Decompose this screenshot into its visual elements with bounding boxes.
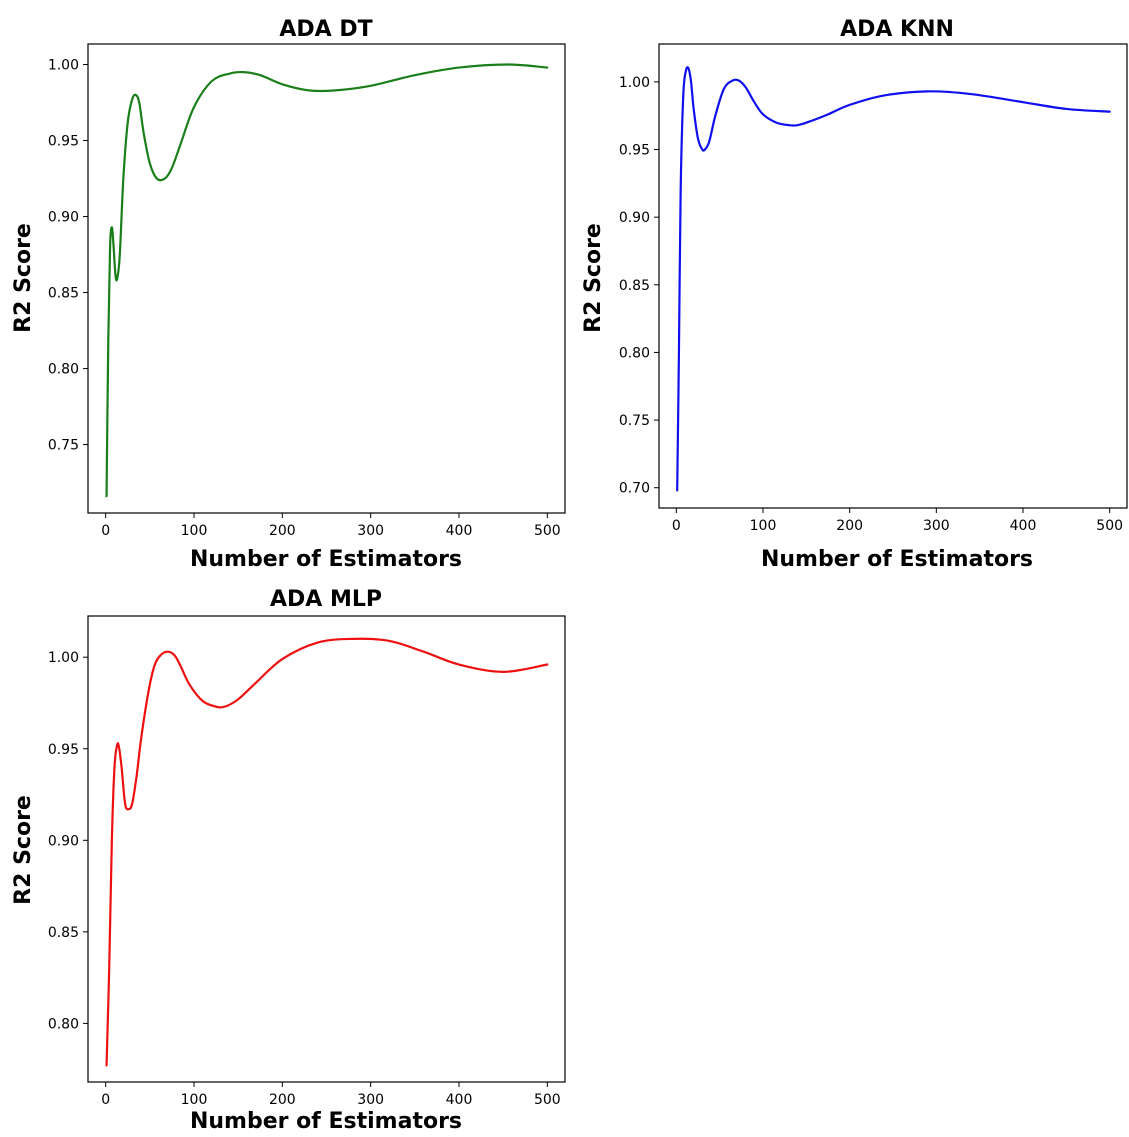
- y-axis-label: R2 Score: [11, 795, 36, 905]
- series-line: [105, 637, 549, 1067]
- y-tick-label: 0.80: [619, 345, 650, 361]
- x-axis-label: Number of Estimators: [761, 547, 1033, 572]
- chart-title: ADA KNN: [840, 17, 954, 42]
- x-tick-label: 100: [181, 1092, 208, 1108]
- x-tick-label: 100: [750, 518, 777, 534]
- x-tick-label: 300: [357, 1092, 384, 1108]
- x-tick-label: 500: [534, 523, 561, 539]
- chart-ada-knn: ADA KNN 0 100 200 300 400 500 0.70 0.75 0.80 0.85…: [570, 0, 1129, 580]
- chart-title: ADA MLP: [270, 587, 382, 612]
- x-tick-label: 400: [1010, 518, 1037, 534]
- x-tick-label: 300: [357, 523, 384, 539]
- x-axis-label: Number of Estimators: [190, 1109, 462, 1134]
- y-tick-label: 0.75: [48, 438, 79, 454]
- chart-ada-knn-svg: ADA KNN 0 100 200 300 400 500 0.70 0.75 0.80 0.85…: [581, 17, 1128, 572]
- x-tick-label: 200: [269, 1092, 296, 1108]
- y-tick-label: 0.85: [48, 925, 79, 941]
- plot-area: 0 100 200 300 400 500 0.75 0.80 0.85 0.90 0.95 1.00: [48, 43, 566, 539]
- x-tick-label: 500: [534, 1092, 561, 1108]
- y-tick-label: 0.95: [48, 742, 79, 758]
- x-tick-label: 0: [101, 1092, 110, 1108]
- y-tick-label: 0.95: [48, 134, 79, 150]
- plot-frame: [658, 43, 1128, 509]
- x-tick-label: 500: [1096, 518, 1123, 534]
- x-axis-label: Number of Estimators: [190, 547, 462, 572]
- x-tick-label: 300: [923, 518, 950, 534]
- y-tick-label: 1.00: [48, 650, 79, 666]
- y-tick-label: 0.75: [619, 413, 650, 429]
- series-line: [676, 66, 1111, 492]
- y-tick-label: 0.80: [48, 362, 79, 378]
- y-tick-label: 0.90: [48, 210, 79, 226]
- y-tick-label: 0.70: [619, 481, 650, 497]
- x-tick-label: 0: [672, 518, 681, 534]
- chart-ada-dt: ADA DT 0 100 200 300 400 500 0.75 0.80 0.85 0.90 0…: [0, 0, 570, 580]
- y-tick-label: 1.00: [619, 75, 650, 91]
- x-tick-label: 100: [181, 523, 208, 539]
- x-tick-label: 400: [446, 523, 473, 539]
- x-tick-label: 200: [269, 523, 296, 539]
- plot-frame: [87, 615, 566, 1083]
- x-tick-label: 400: [446, 1092, 473, 1108]
- plot-area: 0 100 200 300 400 500 0.80 0.85 0.90 0.95 1.00: [48, 615, 566, 1108]
- y-tick-label: 0.85: [619, 278, 650, 294]
- plot-frame: [87, 43, 566, 514]
- y-tick-label: 0.90: [48, 833, 79, 849]
- x-tick-label: 200: [836, 518, 863, 534]
- y-tick-label: 0.80: [48, 1016, 79, 1032]
- series-line: [105, 63, 549, 498]
- y-axis-label: R2 Score: [11, 223, 36, 333]
- y-axis-label: R2 Score: [581, 223, 606, 333]
- chart-ada-dt-svg: ADA DT 0 100 200 300 400 5000.750.800.850.900…: [11, 17, 566, 572]
- y-tick-label: 0.85: [48, 286, 79, 302]
- y-tick-label: 1.00: [48, 58, 79, 74]
- y-tick-label: 0.95: [619, 143, 650, 159]
- chart-ada-mlp-svg: ADA MLP 0 100 200 300 400 500 0.80 0.85 0.90 0.95…: [11, 587, 566, 1134]
- x-tick-label: 0: [101, 523, 110, 539]
- chart-ada-mlp: ADA MLP 0 100 200 300 400 500 0.80 0.85 0.90 0.95…: [0, 580, 570, 1137]
- y-tick-label: 0.90: [619, 210, 650, 226]
- chart-title: ADA DT: [279, 17, 372, 42]
- plot-area: 0 100 200 300 400 500 0.70 0.75 0.80 0.85 0.90 0.95…: [619, 43, 1128, 534]
